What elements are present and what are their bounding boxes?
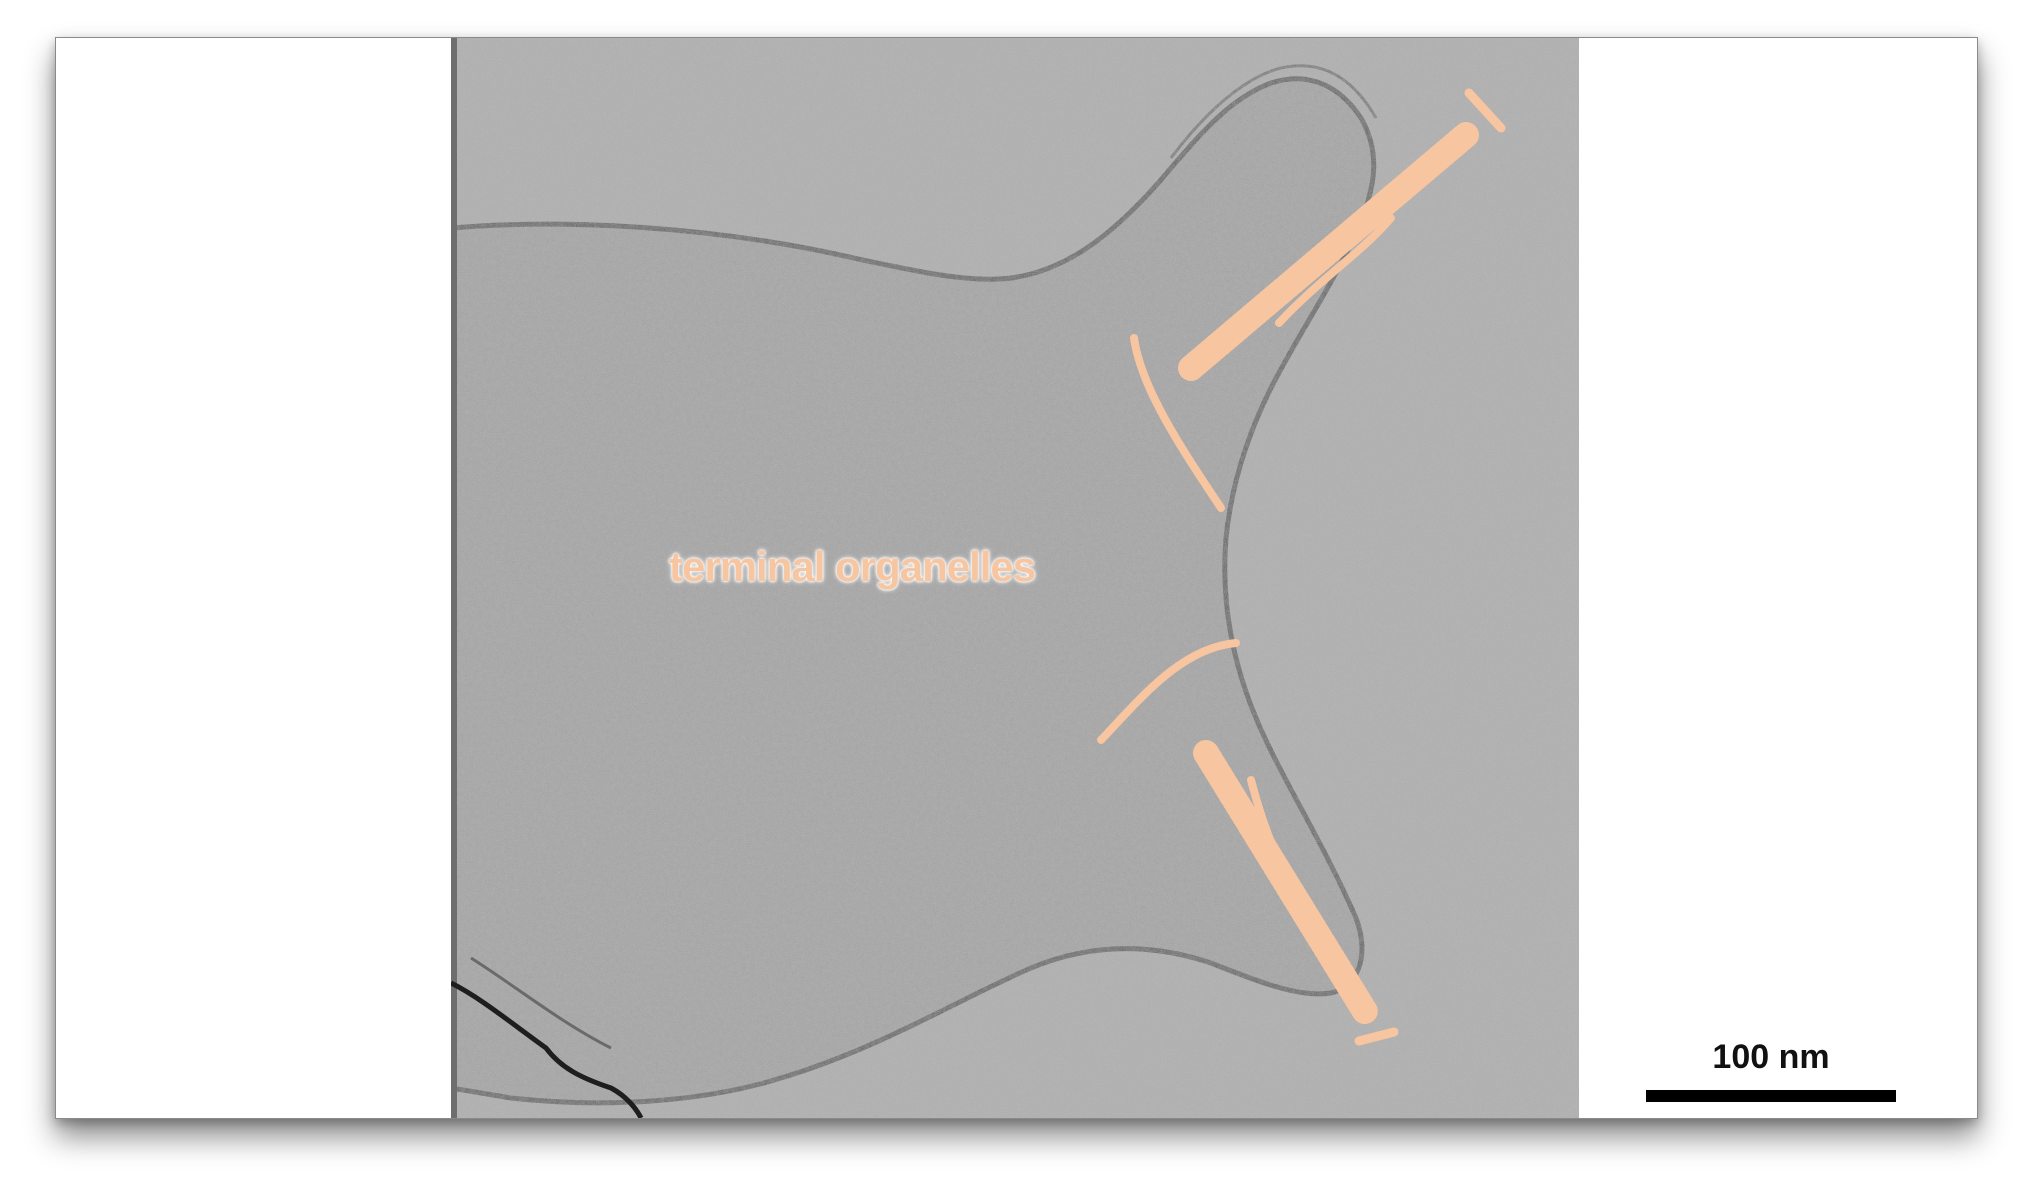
lower-tip-mark	[1354, 1027, 1399, 1046]
lower-inner-arc	[1247, 776, 1330, 937]
left-edge	[451, 38, 457, 1118]
lower-left-arc	[1097, 639, 1240, 744]
scale-bar-label: 100 nm	[1712, 1038, 1830, 1076]
bottom-left-membrane	[470, 956, 612, 1050]
scale-bar: 100 nm	[1646, 1038, 1906, 1118]
annotation-overlays	[1097, 88, 1506, 1046]
upper-striated-rod	[1178, 122, 1479, 381]
annotation-label: terminal organelles	[669, 543, 1036, 590]
slide-frame: terminal organelles 100 nm	[55, 37, 1978, 1119]
micrograph-image: terminal organelles	[451, 38, 1579, 1118]
upper-tip-mark	[1464, 88, 1506, 133]
upper-inner-arc	[1275, 214, 1395, 327]
upper-left-arc	[1130, 334, 1225, 512]
scale-bar-line	[1646, 1090, 1896, 1102]
bottom-left-crack	[451, 980, 644, 1118]
micrograph-svg	[451, 38, 1579, 1118]
